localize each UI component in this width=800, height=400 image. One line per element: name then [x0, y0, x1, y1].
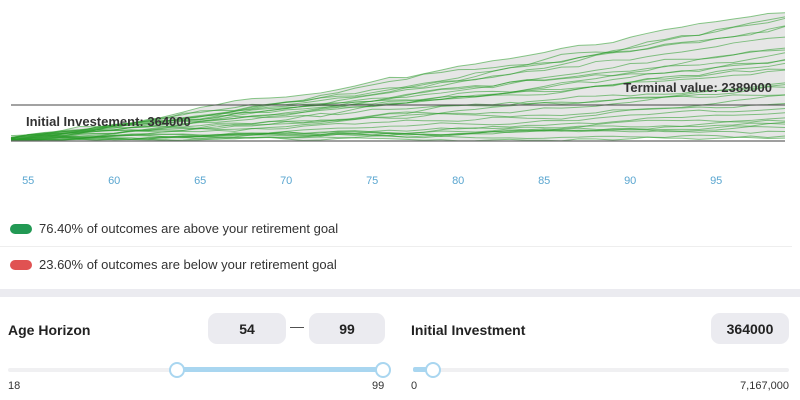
simulation-path	[10, 12, 786, 139]
age-max: 99	[372, 380, 385, 392]
initial-investment-title: Initial Investment	[411, 322, 526, 338]
simulation-path	[10, 36, 786, 141]
initial-investment-label: Initial Investement: 364000	[26, 114, 191, 129]
x-tick-label: 75	[366, 175, 379, 187]
investment-max: 7,167,000	[740, 380, 789, 392]
simulation-path	[10, 26, 786, 137]
initial-investment-input[interactable]: 364000	[711, 313, 789, 344]
terminal-value-label: Terminal value: 2389000	[623, 80, 772, 95]
range-dash: —	[290, 318, 304, 334]
monte-carlo-chart: Initial Investement: 364000 Terminal val…	[10, 12, 786, 142]
age-to-input[interactable]: 99	[309, 313, 385, 344]
simulation-path	[10, 122, 786, 141]
x-tick-label: 85	[538, 175, 551, 187]
x-tick-label: 65	[194, 175, 207, 187]
simulation-path	[10, 107, 786, 142]
simulation-path	[10, 86, 786, 141]
simulation-path	[10, 59, 786, 141]
simulation-path	[10, 102, 786, 142]
legend-above: 76.40% of outcomes are above your retire…	[10, 221, 338, 236]
section-divider	[0, 289, 800, 297]
age-from-thumb[interactable]	[169, 362, 185, 378]
age-from-input[interactable]: 54	[208, 313, 286, 344]
investment-min: 0	[411, 380, 418, 392]
legend-above-text: 76.40% of outcomes are above your retire…	[39, 221, 339, 236]
red-pill-icon	[10, 259, 32, 270]
age-horizon-label: Age Horizon	[8, 322, 91, 338]
investment-slider-fill	[413, 367, 431, 372]
age-slider-fill	[176, 367, 382, 372]
investment-slider-track[interactable]	[413, 368, 789, 372]
investment-thumb[interactable]	[425, 362, 441, 378]
x-tick-label: 90	[624, 175, 637, 187]
simulation-path	[10, 49, 786, 139]
simulation-path	[10, 16, 786, 141]
age-min: 18	[8, 380, 21, 392]
simulation-path	[10, 127, 786, 142]
x-tick-label: 60	[108, 175, 121, 187]
x-tick-label: 95	[710, 175, 723, 187]
age-to-thumb[interactable]	[375, 362, 391, 378]
x-tick-label: 80	[452, 175, 465, 187]
legend-below-text: 23.60% of outcomes are below your retire…	[39, 257, 337, 272]
legend-below: 23.60% of outcomes are below your retire…	[10, 257, 337, 272]
simulation-path	[10, 121, 786, 142]
outcome-range-band	[11, 12, 785, 141]
green-pill-icon	[10, 223, 32, 234]
x-tick-label: 55	[22, 175, 35, 187]
divider	[0, 246, 792, 247]
x-tick-label: 70	[280, 175, 293, 187]
simulation-path	[10, 134, 786, 142]
